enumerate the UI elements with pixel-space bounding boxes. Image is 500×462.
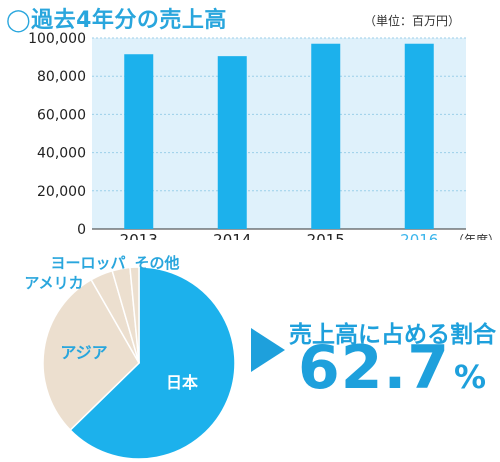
share-percentage: 62.7%: [298, 338, 486, 398]
pie-label: ヨーロッパ: [50, 254, 125, 272]
unit-note: （単位：百万円）: [364, 14, 461, 28]
x-axis-label: （年度）: [452, 232, 500, 240]
share-suffix: %: [454, 358, 487, 396]
y-tick-label: 60,000: [37, 107, 86, 123]
share-value: 62.7: [298, 333, 451, 403]
y-tick-label: 40,000: [37, 146, 86, 162]
plot-area: [92, 38, 466, 229]
y-tick-label: 100,000: [28, 31, 86, 47]
y-tick-label: 80,000: [37, 69, 86, 85]
pie-slice-0: [69, 266, 236, 460]
bar-chart: 0 20,000 40,000 60,000 80,000 100,000 2013 2014…: [28, 31, 500, 240]
pie-label: 日本: [166, 373, 198, 392]
x-tick-label: 2015: [307, 231, 345, 240]
pie-slice-4: [129, 266, 140, 364]
bar-2015: [311, 43, 341, 230]
bar-2014: [217, 56, 247, 229]
share-heading: 売上高に占める割合: [289, 322, 496, 348]
arrow-shape: [251, 328, 285, 372]
pie-slice-1: [42, 278, 140, 432]
arrow-icon: [251, 328, 285, 372]
x-tick-label: 2016: [400, 231, 438, 240]
y-tick-label: 20,000: [37, 184, 86, 200]
bar-2016: [404, 43, 434, 230]
x-tick-label: 2014: [213, 231, 251, 240]
bar-2013: [124, 54, 154, 229]
y-tick-label: 0: [77, 222, 86, 238]
pie-label: アジア: [60, 343, 107, 362]
pie-label: その他: [134, 254, 179, 272]
x-tick-label: 2013: [120, 231, 158, 240]
chart-title: ◯過去4年分の売上高: [6, 8, 227, 33]
pie-label: アメリカ: [24, 274, 83, 292]
